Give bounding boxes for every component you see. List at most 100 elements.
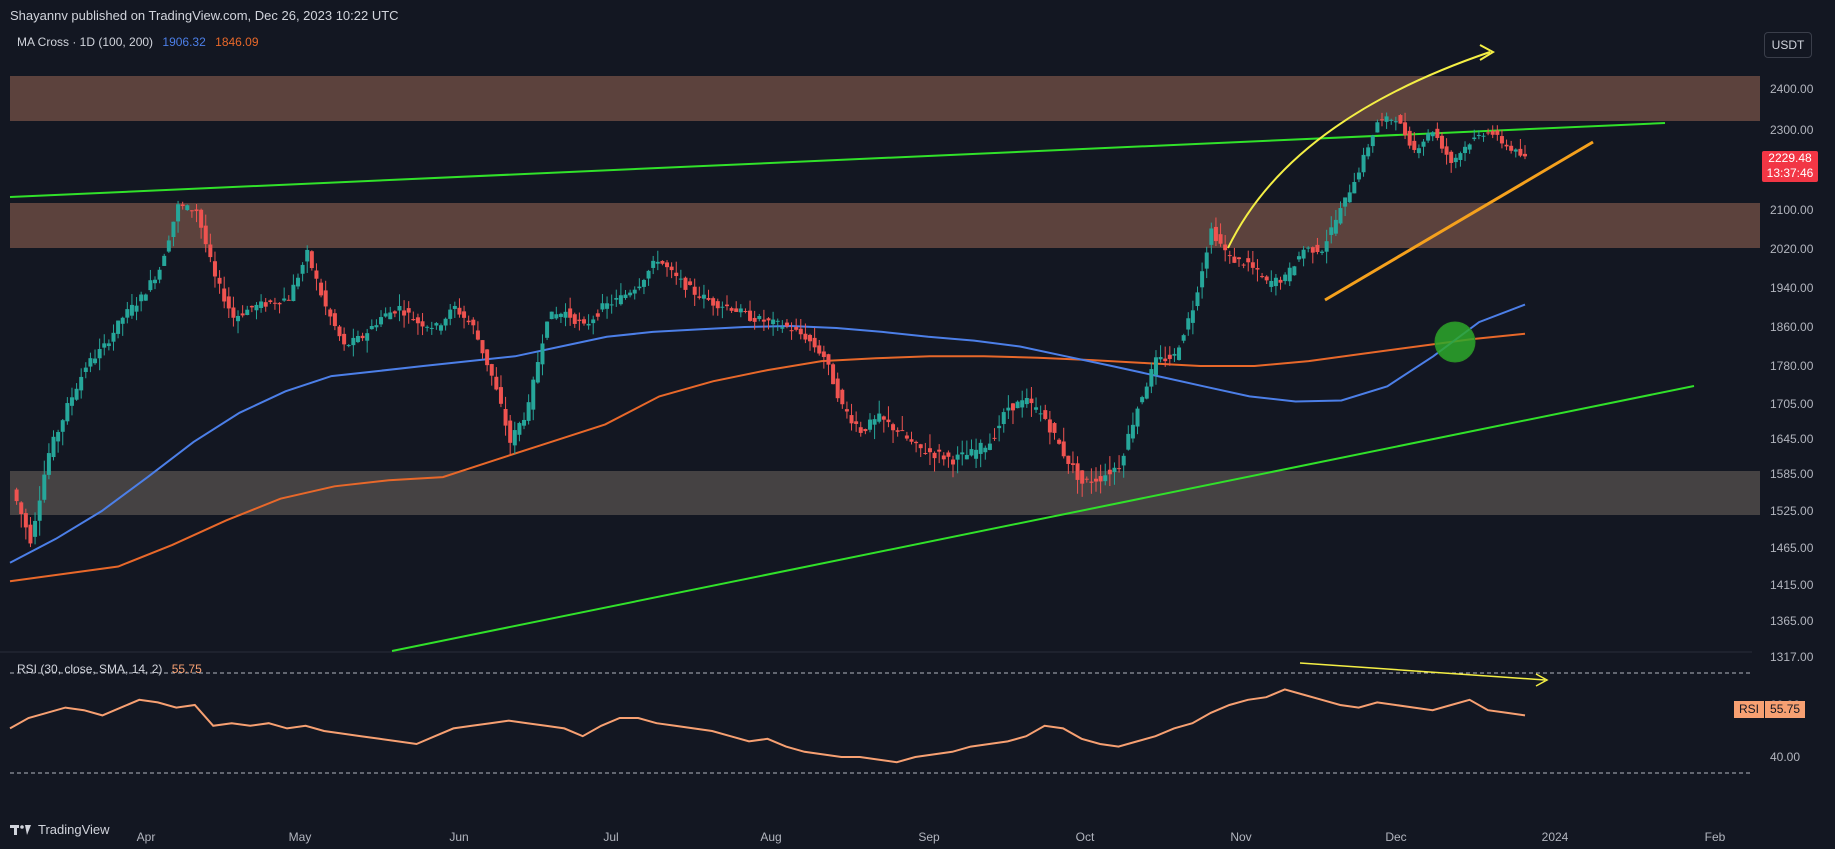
time-tick: Feb [1704, 830, 1726, 844]
orange-trendline [1324, 140, 1594, 302]
ma-cross-legend[interactable]: MA Cross · 1D (100, 200) 1906.32 1846.09 [17, 35, 265, 49]
candle-body [1163, 358, 1168, 362]
candle-body [1301, 249, 1306, 259]
candle-body [1476, 134, 1481, 136]
candle-body [803, 333, 808, 340]
candle-body [1103, 475, 1108, 482]
candle-body [489, 364, 494, 376]
candle-body [203, 225, 208, 245]
candle-body [272, 302, 277, 304]
rsi-tick: 40.00 [1770, 750, 1801, 764]
candle-body [637, 286, 642, 289]
price-tick: 1415.00 [1770, 578, 1814, 592]
candle-body [1283, 274, 1288, 282]
ma200-line [9, 332, 1526, 583]
candle-body [1144, 386, 1149, 399]
candle-body [927, 448, 932, 453]
candle-body [254, 304, 259, 311]
candle-body [466, 320, 471, 323]
candle-body [166, 240, 171, 252]
candle-body [674, 272, 679, 277]
candle-body [1361, 154, 1366, 173]
candle-body [471, 319, 476, 326]
candle-body [74, 388, 79, 400]
candle-body [498, 387, 503, 404]
candle-body [997, 425, 1002, 429]
candle-body [392, 311, 397, 314]
time-tick: Nov [1230, 830, 1252, 844]
candle-body [1380, 119, 1385, 121]
candle-body [1029, 398, 1034, 404]
candle-body [1024, 397, 1029, 405]
rsi-legend[interactable]: RSI (30, close, SMA, 14, 2) 55.75 [17, 662, 208, 676]
candle-body [752, 317, 757, 322]
candle-body [494, 376, 499, 390]
candle-body [1412, 140, 1417, 150]
candle-body [56, 432, 61, 442]
candle-body [623, 294, 628, 299]
candle-body [549, 311, 554, 320]
candle-body [212, 261, 217, 277]
candle-body [572, 314, 577, 324]
candle-body [724, 304, 729, 307]
candle-body [420, 321, 425, 327]
candle-body [895, 430, 900, 432]
candle-body [1052, 423, 1057, 433]
candle-body [1389, 119, 1394, 121]
candle-body [844, 409, 849, 412]
indicator-name: MA Cross · 1D (100, 200) [17, 35, 154, 49]
candle-body [535, 362, 540, 383]
candle-body [102, 343, 107, 348]
candle-body [1407, 130, 1412, 146]
candle-body [937, 449, 942, 452]
candle-body [443, 318, 448, 326]
candle-body [771, 319, 776, 325]
candle-body [1384, 116, 1389, 122]
candle-body [711, 298, 716, 306]
candle-body [1121, 455, 1126, 466]
candle-body [1172, 353, 1177, 356]
candle-body [826, 354, 831, 365]
candle-body [660, 260, 665, 264]
candle-body [794, 327, 799, 330]
candle-body [475, 330, 480, 340]
rsi-value: 55.75 [171, 662, 202, 676]
candle-body [1338, 208, 1343, 224]
candle-body [1204, 252, 1209, 269]
candle-body [946, 452, 951, 457]
candle-body [120, 317, 125, 324]
price-tick: 1940.00 [1770, 281, 1814, 295]
currency-button[interactable]: USDT [1764, 32, 1812, 58]
candle-body [1195, 292, 1200, 307]
candle-body [346, 345, 351, 347]
candle-body [531, 379, 536, 410]
candle-body [286, 299, 291, 301]
candle-body [1306, 247, 1311, 249]
candle-body [1075, 463, 1080, 480]
candle-body [1020, 400, 1025, 408]
candle-body [1292, 266, 1297, 276]
candle-body [932, 452, 937, 459]
time-tick: Sep [918, 830, 940, 844]
candle-body [176, 204, 181, 222]
candle-body [277, 302, 282, 305]
candle-body [291, 284, 296, 302]
candle-body [1439, 135, 1444, 149]
candle-body [987, 443, 992, 450]
candle-body [761, 319, 766, 322]
candle-body [429, 327, 434, 329]
candle-body [1153, 357, 1158, 376]
candle-body [268, 300, 273, 303]
candle-body [983, 447, 988, 453]
candle-body [918, 444, 923, 449]
bar-countdown: 13:37:46 [1766, 166, 1814, 180]
rsi-divergence-arrow-head [1535, 673, 1549, 687]
candle-body [1149, 369, 1154, 387]
candle-body [33, 520, 38, 537]
candle-body [1523, 153, 1527, 157]
candle-body [1200, 271, 1205, 288]
candle-body [1490, 131, 1495, 135]
candle-body [683, 277, 688, 290]
candle-body [1167, 354, 1172, 359]
